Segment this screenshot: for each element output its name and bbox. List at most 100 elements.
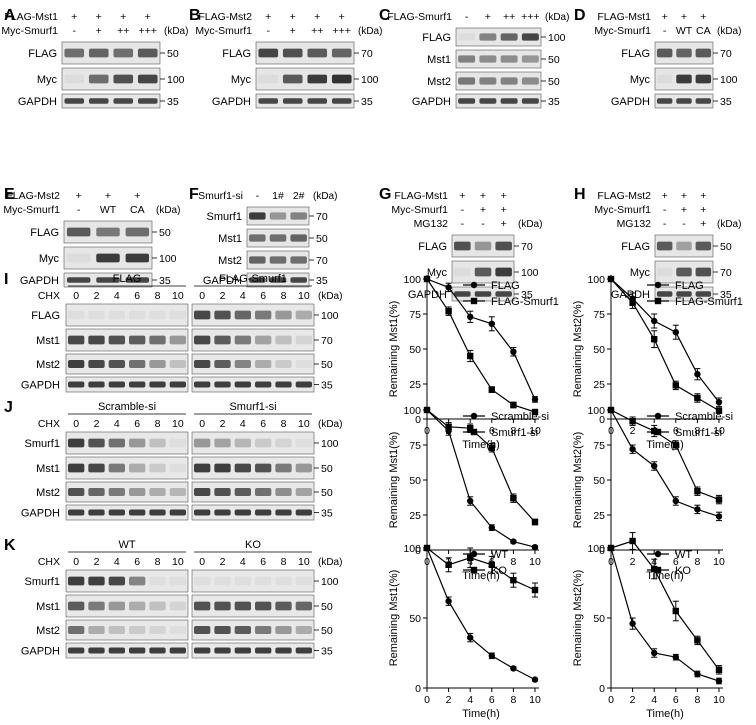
blot-band <box>255 488 272 496</box>
data-point <box>694 670 701 678</box>
blot-label: GAPDH <box>20 275 59 287</box>
blot-band <box>295 509 312 516</box>
marker-label: 100 <box>167 74 185 86</box>
data-point <box>694 488 701 495</box>
data-point <box>423 406 431 414</box>
kda-label: (kDa) <box>164 26 188 37</box>
x-tick-label: 10 <box>713 425 725 437</box>
blot-label: GAPDH <box>212 96 251 108</box>
legend-marker <box>470 297 478 305</box>
blot-band <box>275 626 292 634</box>
data-point <box>531 518 539 526</box>
treatment-value: + <box>700 11 706 23</box>
blot-band <box>137 48 158 58</box>
time-label: 2 <box>220 418 226 430</box>
blot-band <box>88 310 105 320</box>
marker-label: 50 <box>321 601 333 613</box>
blot-band <box>234 488 251 496</box>
time-label: 6 <box>134 290 140 302</box>
data-point <box>510 495 517 502</box>
treatment-value: - <box>461 218 465 230</box>
data-point <box>629 446 636 453</box>
blot-band <box>454 291 471 297</box>
y-tick-label: 50 <box>593 344 605 356</box>
kda-label: (kDa) <box>313 191 337 202</box>
data-point <box>672 497 679 505</box>
blot-band <box>275 335 292 345</box>
blot-label: Mst1 <box>218 233 242 245</box>
blot-band <box>656 98 673 104</box>
legend-marker <box>654 550 662 558</box>
blot-band <box>282 98 303 104</box>
marker-label: 100 <box>159 253 177 265</box>
blot-label: Smurf1 <box>207 211 242 223</box>
blot-label: Myc <box>39 253 60 265</box>
treatment-value: - <box>663 25 667 37</box>
kda-label: (kDa) <box>318 419 342 430</box>
blot-band <box>149 438 166 448</box>
legend-marker <box>470 566 478 574</box>
x-tick-label: 2 <box>630 556 636 568</box>
blot-label: Mst1 <box>427 54 451 66</box>
time-label: 10 <box>172 556 184 568</box>
x-tick-label: 6 <box>673 425 679 437</box>
marker-label: 100 <box>720 74 738 86</box>
blot-label: Mst2 <box>218 255 242 267</box>
legend-marker <box>654 566 662 574</box>
blot-band <box>169 488 186 496</box>
y-tick-label: 75 <box>593 309 605 321</box>
data-point <box>651 317 658 325</box>
time-label: 6 <box>260 556 266 568</box>
blot-band <box>295 438 312 448</box>
blot-label: GAPDH <box>21 646 60 658</box>
blot-band <box>169 509 186 516</box>
blot-band <box>68 488 85 496</box>
data-point <box>694 394 701 402</box>
marker-label: 70 <box>321 335 333 347</box>
x-tick-label: 4 <box>651 694 657 706</box>
blot-band <box>255 576 272 586</box>
legend-label: WT <box>675 549 692 561</box>
blot-band <box>290 277 307 283</box>
blot-band <box>500 98 518 104</box>
treatment-value: + <box>96 25 102 37</box>
blot-membrane <box>65 303 189 327</box>
treatment-value: + <box>501 218 507 230</box>
blot-band <box>275 647 292 654</box>
blot-band <box>275 360 292 368</box>
blot-band <box>307 48 328 58</box>
data-point <box>510 538 517 545</box>
group-label: FLAG-Smurf1 <box>219 273 287 285</box>
data-point <box>651 462 658 470</box>
time-label: 8 <box>281 556 287 568</box>
marker-label: 35 <box>720 289 732 301</box>
blot-band <box>479 98 497 104</box>
blot-band <box>68 626 85 634</box>
marker-label: 100 <box>321 310 339 322</box>
blot-band <box>88 48 109 58</box>
data-point <box>467 554 474 561</box>
kda-label: (kDa) <box>545 12 569 23</box>
treatment-label: Myc-Smurf1 <box>1 25 58 37</box>
blot-label: FLAG <box>621 241 650 253</box>
treatment-label: FLAG-Mst1 <box>597 11 651 23</box>
blot-band <box>676 74 692 84</box>
treatment-value: + <box>120 11 126 23</box>
series-line <box>610 278 720 403</box>
treatment-value: - <box>465 11 469 23</box>
blot-band <box>458 55 476 63</box>
blot-band <box>695 74 712 84</box>
data-point <box>715 496 723 503</box>
blot-band <box>676 98 692 104</box>
blot-band <box>458 98 476 104</box>
blot-label: FLAG <box>31 310 60 322</box>
data-point <box>488 320 495 327</box>
blot-band <box>458 77 476 85</box>
blot-band <box>88 463 105 473</box>
blot-band <box>108 463 125 473</box>
data-point <box>607 406 615 414</box>
blot-band <box>656 291 673 297</box>
group-label: FLAG <box>113 273 142 285</box>
blot-band <box>169 335 186 345</box>
blot-band <box>194 626 211 634</box>
